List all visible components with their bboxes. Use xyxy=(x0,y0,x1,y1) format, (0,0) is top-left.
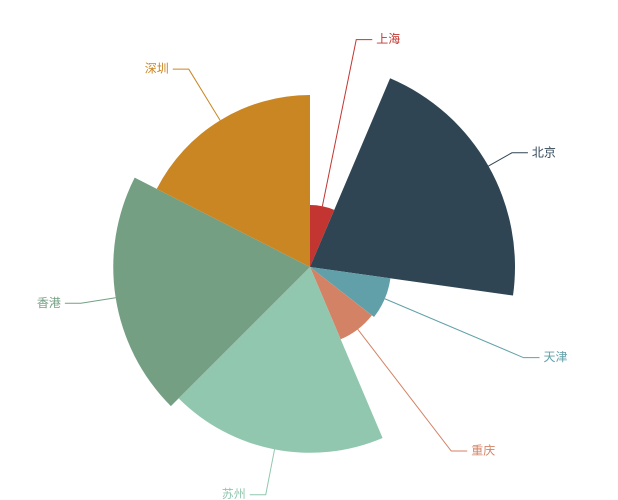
slice-label: 香港 xyxy=(37,296,61,310)
label-line xyxy=(249,449,276,496)
label-line xyxy=(384,298,540,359)
rose-slice xyxy=(113,177,311,407)
label-line xyxy=(64,297,116,304)
label-line xyxy=(357,328,468,452)
slice-label: 苏州 xyxy=(222,487,246,500)
rose-slice xyxy=(310,267,391,318)
rose-slice xyxy=(156,94,310,267)
rose-slice xyxy=(310,205,335,267)
label-line xyxy=(172,68,221,121)
label-line xyxy=(488,152,528,167)
rose-slice xyxy=(310,267,372,340)
rose-slice xyxy=(310,78,515,296)
slice-label: 北京 xyxy=(532,145,556,159)
rose-slice xyxy=(178,267,383,453)
label-line xyxy=(321,39,373,207)
slice-label: 重庆 xyxy=(471,444,495,458)
slice-label: 深圳 xyxy=(145,62,169,76)
slice-label: 天津 xyxy=(544,350,568,364)
slice-label: 上海 xyxy=(376,31,400,46)
